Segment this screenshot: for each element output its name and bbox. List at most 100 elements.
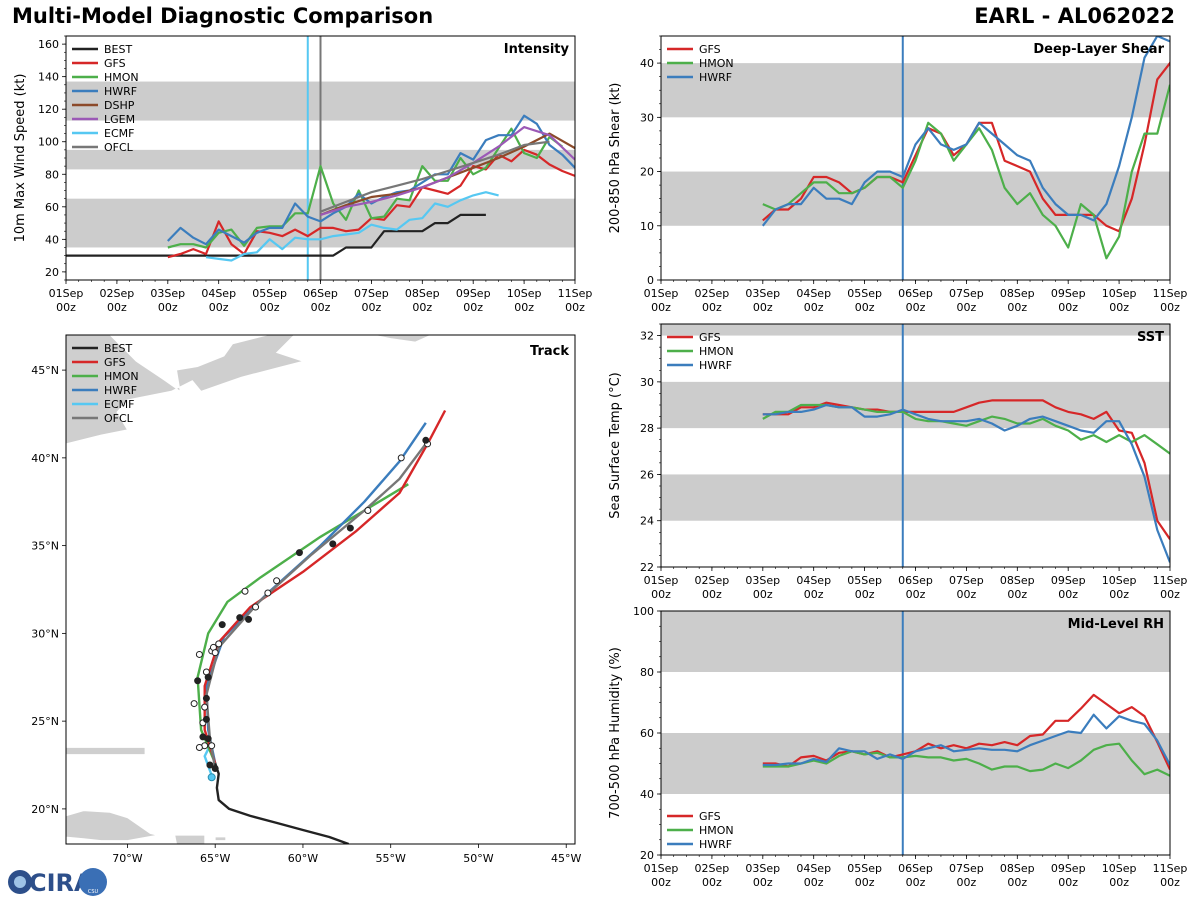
cira-logo: CIRA CSU [5, 866, 110, 902]
track-line-ofcl [205, 443, 427, 769]
series-line-lgem [320, 125, 575, 216]
x-tick-label: 02Sep [695, 287, 730, 300]
track-marker-open [264, 589, 272, 597]
x-tick-sublabel: 00z [855, 588, 875, 601]
x-tick-label: 04Sep [201, 287, 236, 300]
lat-tick-label: 40°N [31, 452, 59, 465]
x-tick-sublabel: 00z [1007, 876, 1027, 889]
x-tick-sublabel: 00z [1109, 588, 1129, 601]
shaded-band [661, 474, 1170, 521]
legend-label: GFS [699, 810, 721, 823]
track-marker-filled [329, 540, 337, 548]
track-marker-open [195, 650, 203, 658]
series-line-hwrf [761, 36, 1170, 227]
x-tick-label: 05Sep [252, 287, 287, 300]
y-tick-label: 28 [640, 422, 654, 435]
logo-globe-right [79, 868, 107, 896]
lat-tick-label: 25°N [31, 715, 59, 728]
y-tick-label: 60 [45, 201, 59, 214]
y-tick-label: 160 [38, 38, 59, 51]
x-tick-label: 06Sep [898, 287, 933, 300]
x-tick-sublabel: 00z [651, 588, 671, 601]
x-tick-label: 10Sep [1102, 287, 1137, 300]
y-tick-label: 140 [38, 71, 59, 84]
x-tick-label: 09Sep [1051, 862, 1086, 875]
x-tick-sublabel: 00z [1007, 588, 1027, 601]
legend-label: ECMF [104, 127, 134, 140]
y-tick-label: 10 [640, 220, 654, 233]
series-line-gfs [762, 399, 1170, 540]
x-tick-label: 05Sep [847, 574, 882, 587]
y-tick-label: 100 [633, 605, 654, 618]
x-tick-sublabel: 00z [702, 876, 722, 889]
series-line-hwrf [167, 114, 575, 246]
x-tick-label: 01Sep [644, 287, 679, 300]
legend-label: GFS [104, 57, 126, 70]
x-tick-label: 03Sep [745, 862, 780, 875]
y-tick-label: 120 [38, 103, 59, 116]
intensity-plot-area [66, 36, 575, 280]
x-tick-sublabel: 00z [906, 301, 926, 314]
chart-title: Mid-Level RH [1068, 617, 1164, 632]
shaded-band [661, 381, 1170, 429]
land-polygon [214, 836, 227, 841]
land-polygon [174, 834, 206, 844]
x-tick-label: 07Sep [354, 287, 389, 300]
x-tick-label: 11Sep [1153, 862, 1188, 875]
track-marker-filled [202, 715, 210, 723]
legend-label: GFS [104, 356, 126, 369]
x-tick-label: 03Sep [150, 287, 185, 300]
legend-label: GFS [699, 331, 721, 344]
x-tick-sublabel: 00z [753, 588, 773, 601]
x-tick-sublabel: 00z [514, 301, 534, 314]
x-tick-sublabel: 00z [209, 301, 229, 314]
y-axis-label: 10m Max Wind Speed (kt) [13, 74, 28, 243]
lon-tick-label: 55°W [376, 852, 406, 865]
x-tick-sublabel: 00z [158, 301, 178, 314]
x-tick-sublabel: 00z [1109, 876, 1129, 889]
x-tick-sublabel: 00z [804, 876, 824, 889]
x-tick-sublabel: 00z [957, 876, 977, 889]
track-marker-open [195, 743, 203, 751]
track-marker-filled [245, 615, 253, 623]
logo-graphic: CIRA CSU [8, 868, 107, 897]
x-tick-sublabel: 00z [463, 301, 483, 314]
y-tick-label: 80 [45, 168, 59, 181]
track-marker-open [273, 577, 281, 585]
x-tick-label: 02Sep [695, 574, 730, 587]
x-tick-label: 09Sep [1051, 574, 1086, 587]
track-frame [65, 334, 576, 845]
x-tick-label: 08Sep [1000, 862, 1035, 875]
x-tick-sublabel: 00z [362, 301, 382, 314]
x-tick-label: 05Sep [847, 862, 882, 875]
legend-label: ECMF [104, 398, 134, 411]
track-plot-area [66, 335, 447, 844]
y-tick-label: 24 [640, 515, 654, 528]
sst-plot-area [661, 324, 1170, 567]
y-tick-label: 40 [45, 233, 59, 246]
track-marker-open [241, 587, 249, 595]
x-tick-label: 03Sep [745, 574, 780, 587]
lon-tick-label: 60°W [288, 852, 318, 865]
y-tick-label: 20 [640, 166, 654, 179]
series-line-hwrf [762, 403, 1170, 563]
track-marker-filled [422, 436, 430, 444]
y-tick-label: 60 [640, 727, 654, 740]
track-marker-open [397, 454, 405, 462]
x-tick-sublabel: 00z [906, 588, 926, 601]
x-tick-sublabel: 00z [412, 301, 432, 314]
x-tick-sublabel: 00z [804, 588, 824, 601]
track-line-best [214, 762, 350, 844]
y-tick-label: 20 [45, 266, 59, 279]
x-tick-sublabel: 00z [565, 301, 585, 314]
shaded-band [661, 63, 1170, 118]
x-tick-sublabel: 00z [107, 301, 127, 314]
x-tick-label: 08Sep [1000, 574, 1035, 587]
x-tick-sublabel: 00z [753, 876, 773, 889]
legend-label: HMON [699, 345, 734, 358]
x-tick-sublabel: 00z [1058, 301, 1078, 314]
land-polygon [373, 335, 432, 343]
x-tick-label: 02Sep [100, 287, 135, 300]
track-marker-filled [204, 673, 212, 681]
